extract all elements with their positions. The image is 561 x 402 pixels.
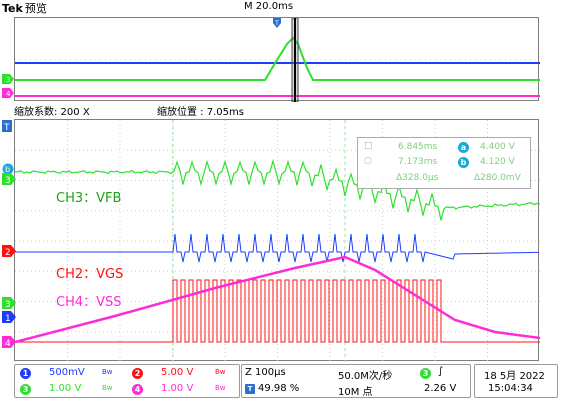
cursor-b-circle-icon: ○	[364, 156, 372, 166]
ch3-vfb-trace	[15, 158, 540, 221]
zoom-position-readout: 缩放位置 : 7.05ms	[157, 107, 244, 118]
ch1-trace	[15, 233, 540, 263]
trigger-level-marker-icon[interactable]: T	[2, 120, 14, 132]
cursor-a-badge: a	[458, 142, 469, 153]
ch2-marker-icon[interactable]: 2	[2, 245, 16, 257]
cursor-delta-time: Δ328.0μs	[396, 173, 439, 183]
ch4-name-label: CH4：VSS	[56, 295, 122, 310]
trigger-position-icon[interactable]: T	[272, 18, 282, 28]
ch2-badge: 2	[132, 368, 143, 379]
date-readout: 18 5月 2022	[484, 371, 545, 382]
date-time-panel: 18 5月 2022 15:04:34	[474, 364, 558, 398]
trigger-source-badge: 3	[420, 368, 431, 379]
cursor-a-value: 4.400 V	[480, 142, 515, 152]
cursor-b-time: 7.173ms	[398, 157, 438, 167]
record-length: 10M 点	[338, 387, 373, 398]
overview-ch3-marker-icon: 3	[2, 74, 14, 84]
trigger-slope-icon[interactable]: ∫	[438, 366, 444, 377]
ch4-scale[interactable]: 1.00 V	[161, 383, 194, 394]
time-readout: 15:04:34	[488, 383, 533, 394]
ch3-bw-icon: Bw	[102, 384, 113, 392]
cursor-a-square-icon: □	[364, 141, 373, 151]
ch3-name-label: CH3：VFB	[56, 191, 122, 206]
overview-svg	[15, 18, 540, 102]
ch3-scale[interactable]: 1.00 V	[49, 383, 82, 394]
svg-text:b: b	[5, 165, 10, 174]
trigger-level[interactable]: 2.26 V	[424, 383, 457, 394]
overview-ch4-marker-icon: 4	[2, 88, 14, 98]
horizontal-position-percent[interactable]: 49.98 %	[258, 383, 300, 394]
ch1-badge: 1	[20, 368, 31, 379]
svg-text:3: 3	[5, 176, 11, 185]
ch2-name-label: CH2：VGS	[56, 267, 124, 282]
overview-waveform-window[interactable]	[14, 17, 540, 102]
ch3-ground-marker-icon[interactable]: 3	[2, 297, 16, 309]
svg-text:T: T	[274, 20, 279, 27]
svg-text:3: 3	[6, 76, 10, 84]
svg-text:4: 4	[5, 339, 11, 348]
cursor-b-badge: b	[458, 157, 469, 168]
ch2-vgs-trace	[15, 279, 540, 343]
ch2-bw-icon: Bw	[215, 368, 226, 376]
trigger-position-badge-icon: T	[245, 384, 255, 394]
svg-text:T: T	[3, 123, 10, 132]
zoom-scale[interactable]: Z 100μs	[245, 367, 286, 378]
channel-scale-panel[interactable]: 1 500mV Bw 2 5.00 V Bw 3 1.00 V Bw 4 1.0…	[14, 364, 240, 398]
title-bar	[0, 0, 561, 16]
cursor-b-value: 4.120 V	[480, 157, 515, 167]
svg-text:3: 3	[5, 300, 11, 309]
cursor-delta-volt: Δ280.0mV	[474, 173, 521, 183]
ch1-bw-icon: Bw	[102, 368, 113, 376]
mode-label: 预览	[24, 2, 47, 15]
svg-text:4: 4	[6, 90, 11, 98]
svg-text:1: 1	[5, 314, 11, 323]
ch4-vss-trace	[15, 255, 540, 344]
brand-name: Tek	[2, 2, 23, 15]
ch4-badge: 4	[132, 384, 143, 395]
cursor-a-time: 6.845ms	[398, 142, 438, 152]
ch3-marker-icon[interactable]: 3	[2, 173, 16, 185]
ch1-marker-icon[interactable]: 1	[2, 311, 16, 323]
sample-rate: 50.0M次/秒	[338, 371, 393, 382]
ch3-badge: 3	[20, 384, 31, 395]
cursor-readout-panel: □ 6.845ms a 4.400 V ○ 7.173ms b 4.120 V …	[357, 137, 531, 189]
zoom-factor-readout: 缩放系数: 200 X	[14, 107, 90, 118]
brand-label: Tek 预览	[2, 0, 47, 16]
timebase-readout: M 20.0ms	[244, 1, 294, 12]
overview-ch3-trace	[15, 36, 540, 81]
svg-text:2: 2	[5, 248, 11, 257]
ch2-scale[interactable]: 5.00 V	[161, 367, 194, 378]
cursor-b-marker-icon[interactable]: b	[2, 163, 16, 175]
horizontal-trigger-panel[interactable]: Z 100μs T 49.98 % 50.0M次/秒 10M 点 3 ∫ 2.2…	[241, 364, 471, 398]
ch4-bw-icon: Bw	[215, 384, 226, 392]
ch4-marker-icon[interactable]: 4	[2, 336, 16, 348]
ch1-scale[interactable]: 500mV	[49, 367, 85, 378]
